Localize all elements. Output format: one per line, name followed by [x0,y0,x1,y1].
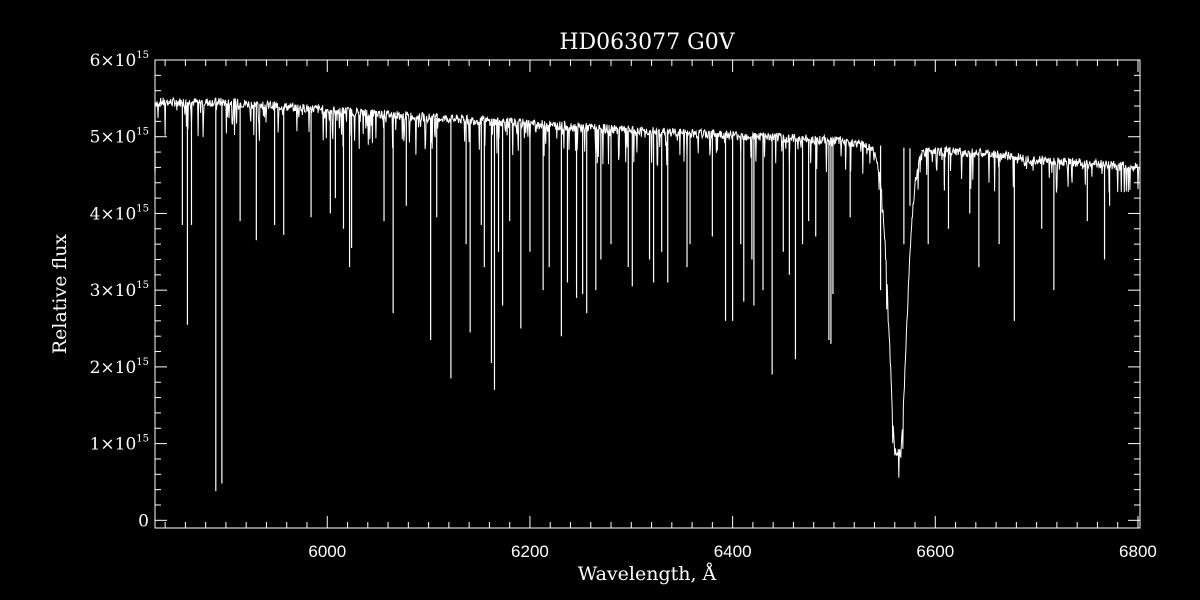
y-tick-base: 4×10 [90,204,137,224]
y-tick-exponent: 15 [136,357,149,368]
y-tick-label: 3×1015 [90,280,149,301]
y-tick-label: 2×1015 [90,357,149,378]
y-tick-base: 0 [138,511,149,531]
plot-frame [154,59,1141,529]
y-tick-label: 5×1015 [90,127,149,148]
chart-title: HD063077 G0V [559,30,735,55]
spectrum-continuum-line [154,96,1141,478]
y-tick-base: 2×10 [90,358,137,378]
axis-ticks [155,59,1140,528]
y-tick-base: 5×10 [90,128,137,148]
x-tick-label: 6400 [714,542,752,561]
y-tick-exponent: 15 [136,203,149,214]
spectrum-series [154,96,1141,492]
y-tick-exponent: 15 [136,50,149,61]
y-tick-label: 4×1015 [90,203,149,224]
x-axis-label: Wavelength, Å [578,563,717,585]
x-tick-label: 6600 [916,542,954,561]
x-tick-label: 6800 [1119,542,1157,561]
y-tick-base: 3×10 [90,281,137,301]
y-axis-label: Relative flux [49,234,71,355]
x-tick-label: 6000 [308,542,346,561]
y-tick-exponent: 15 [136,127,149,138]
tick-labels: 6000 6200 6400 6600 680001×10152×10153×10154… [90,50,1157,561]
x-tick-label: 6200 [511,542,549,561]
y-tick-exponent: 15 [136,280,149,291]
y-tick-label: 6×1015 [90,50,149,71]
y-tick-exponent: 15 [136,434,149,445]
y-tick-label: 0 [138,511,149,531]
y-tick-label: 1×1015 [90,434,149,455]
y-tick-base: 6×10 [90,51,137,71]
y-tick-base: 1×10 [90,435,137,455]
